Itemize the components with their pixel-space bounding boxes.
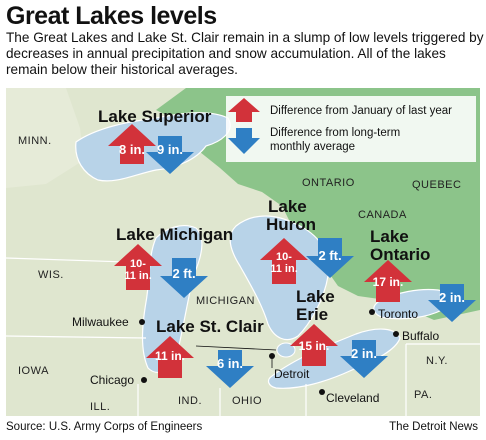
stclair-avg-diff: 6 in.	[217, 356, 243, 371]
lake-huron-label-2: Huron	[266, 215, 316, 234]
lake-ontario-label-1: Lake	[370, 227, 409, 246]
erie-jan-diff: 15 in.	[299, 339, 330, 353]
page-subtitle: The Great Lakes and Lake St. Clair remai…	[6, 30, 484, 77]
great-lakes-map: Difference from January of last year Dif…	[6, 88, 480, 416]
superior-jan-diff: 8 in.	[119, 142, 145, 157]
lake-huron-label-1: Lake	[268, 197, 307, 216]
city-cleveland: Cleveland	[319, 389, 379, 405]
city-toronto: Toronto	[369, 307, 418, 321]
city-milwaukee: Milwaukee	[72, 315, 145, 329]
huron-jan-diff-1: 10-	[276, 251, 292, 263]
superior-avg-diff: 9 in.	[157, 142, 183, 157]
minn-land	[6, 88, 84, 188]
lake-erie-label-1: Lake	[296, 287, 335, 306]
region-ind: IND.	[178, 395, 202, 407]
blue-down-arrow-icon	[306, 238, 354, 278]
city-dot	[139, 319, 145, 325]
ontario-jan-diff: 17 in.	[373, 275, 404, 289]
stclair-jan-arrow: 11 in.	[146, 336, 194, 378]
page-title: Great Lakes levels	[6, 2, 217, 30]
legend-blue-arrow-icon	[228, 128, 260, 154]
city-chicago: Chicago	[90, 373, 147, 387]
city-label: Chicago	[90, 373, 134, 387]
red-up-arrow-icon	[108, 124, 156, 164]
ontario-avg-arrow: 2 in.	[428, 284, 476, 322]
region-iowa: IOWA	[18, 365, 49, 377]
blue-down-arrow-icon	[428, 284, 476, 322]
blue-down-arrow-icon	[160, 258, 208, 298]
lake-ontario-label-2: Ontario	[370, 245, 430, 264]
red-up-arrow-icon	[260, 238, 308, 284]
michigan-jan-diff-2: 11 in.	[124, 270, 152, 282]
michigan-avg-arrow: 2 ft.	[160, 258, 208, 298]
city-label: Buffalo	[402, 329, 439, 343]
region-pa: PA.	[414, 389, 432, 401]
city-label: Milwaukee	[72, 315, 129, 329]
legend-blue-label-1: Difference from long-term	[270, 127, 400, 139]
legend-red-label: Difference from January of last year	[270, 105, 452, 117]
red-up-arrow-icon	[290, 324, 338, 366]
legend: Difference from January of last year Dif…	[226, 96, 476, 162]
legend-blue-label-2: monthly average	[270, 141, 355, 153]
lake-erie-label-2: Erie	[296, 305, 328, 324]
red-up-arrow-icon	[114, 244, 162, 290]
city-detroit: Detroit	[269, 353, 310, 381]
blue-down-arrow-icon	[146, 136, 194, 174]
huron-avg-arrow: 2 ft.	[306, 238, 354, 278]
region-ontario: ONTARIO	[302, 177, 355, 189]
michigan-jan-diff-1: 10-	[130, 258, 146, 270]
ontario-avg-diff: 2 in.	[439, 290, 465, 305]
city-label: Toronto	[378, 307, 418, 321]
red-up-arrow-icon	[146, 336, 194, 378]
city-dot	[141, 377, 147, 383]
erie-jan-arrow: 15 in.	[290, 324, 338, 366]
region-canada: CANADA	[358, 209, 407, 221]
ontario-jan-arrow: 17 in.	[364, 260, 412, 302]
city-dot	[319, 389, 325, 395]
huron-jan-diff-2: 11 in.	[270, 263, 298, 275]
source-note: Source: U.S. Army Corps of Engineers	[6, 421, 203, 433]
red-up-arrow-icon	[364, 260, 412, 302]
huron-avg-diff: 2 ft.	[318, 248, 341, 263]
legend-box	[226, 96, 476, 162]
blue-down-arrow-icon	[340, 340, 388, 378]
blue-down-arrow-icon	[206, 350, 254, 388]
city-dot	[393, 331, 399, 337]
huron-jan-arrow: 10- 11 in.	[260, 238, 308, 284]
region-ny: N.Y.	[426, 355, 448, 367]
superior-avg-arrow: 9 in.	[146, 136, 194, 174]
city-label: Detroit	[274, 367, 310, 381]
lake-superior-shape	[75, 112, 231, 182]
lake-michigan-label: Lake Michigan	[116, 225, 233, 244]
lake-stclair-shape	[276, 342, 296, 358]
region-quebec: QUEBEC	[412, 179, 461, 191]
region-michigan: MICHIGAN	[196, 295, 255, 307]
state-border-lines	[6, 257, 480, 416]
stclair-jan-diff: 11 in.	[155, 349, 185, 363]
city-buffalo: Buffalo	[393, 329, 439, 343]
superior-jan-arrow: 8 in.	[108, 124, 156, 164]
stclair-leader-line	[195, 345, 277, 351]
lake-stclair-label: Lake St. Clair	[156, 317, 264, 336]
erie-avg-diff: 2 in.	[351, 346, 377, 361]
michigan-avg-diff: 2 ft.	[172, 266, 195, 281]
city-label: Cleveland	[326, 391, 379, 405]
lake-superior-label: Lake Superior	[98, 107, 212, 126]
legend-red-arrow-icon	[228, 98, 260, 122]
stclair-avg-arrow: 6 in.	[195, 345, 277, 388]
erie-avg-arrow: 2 in.	[340, 340, 388, 378]
region-minn: MINN.	[18, 135, 52, 147]
region-ohio: OHIO	[232, 395, 262, 407]
region-wis: WIS.	[38, 269, 64, 281]
region-ill: ILL.	[90, 401, 110, 413]
credit-note: The Detroit News	[389, 421, 478, 433]
city-dot	[369, 309, 375, 315]
michigan-jan-arrow: 10- 11 in.	[114, 244, 162, 290]
